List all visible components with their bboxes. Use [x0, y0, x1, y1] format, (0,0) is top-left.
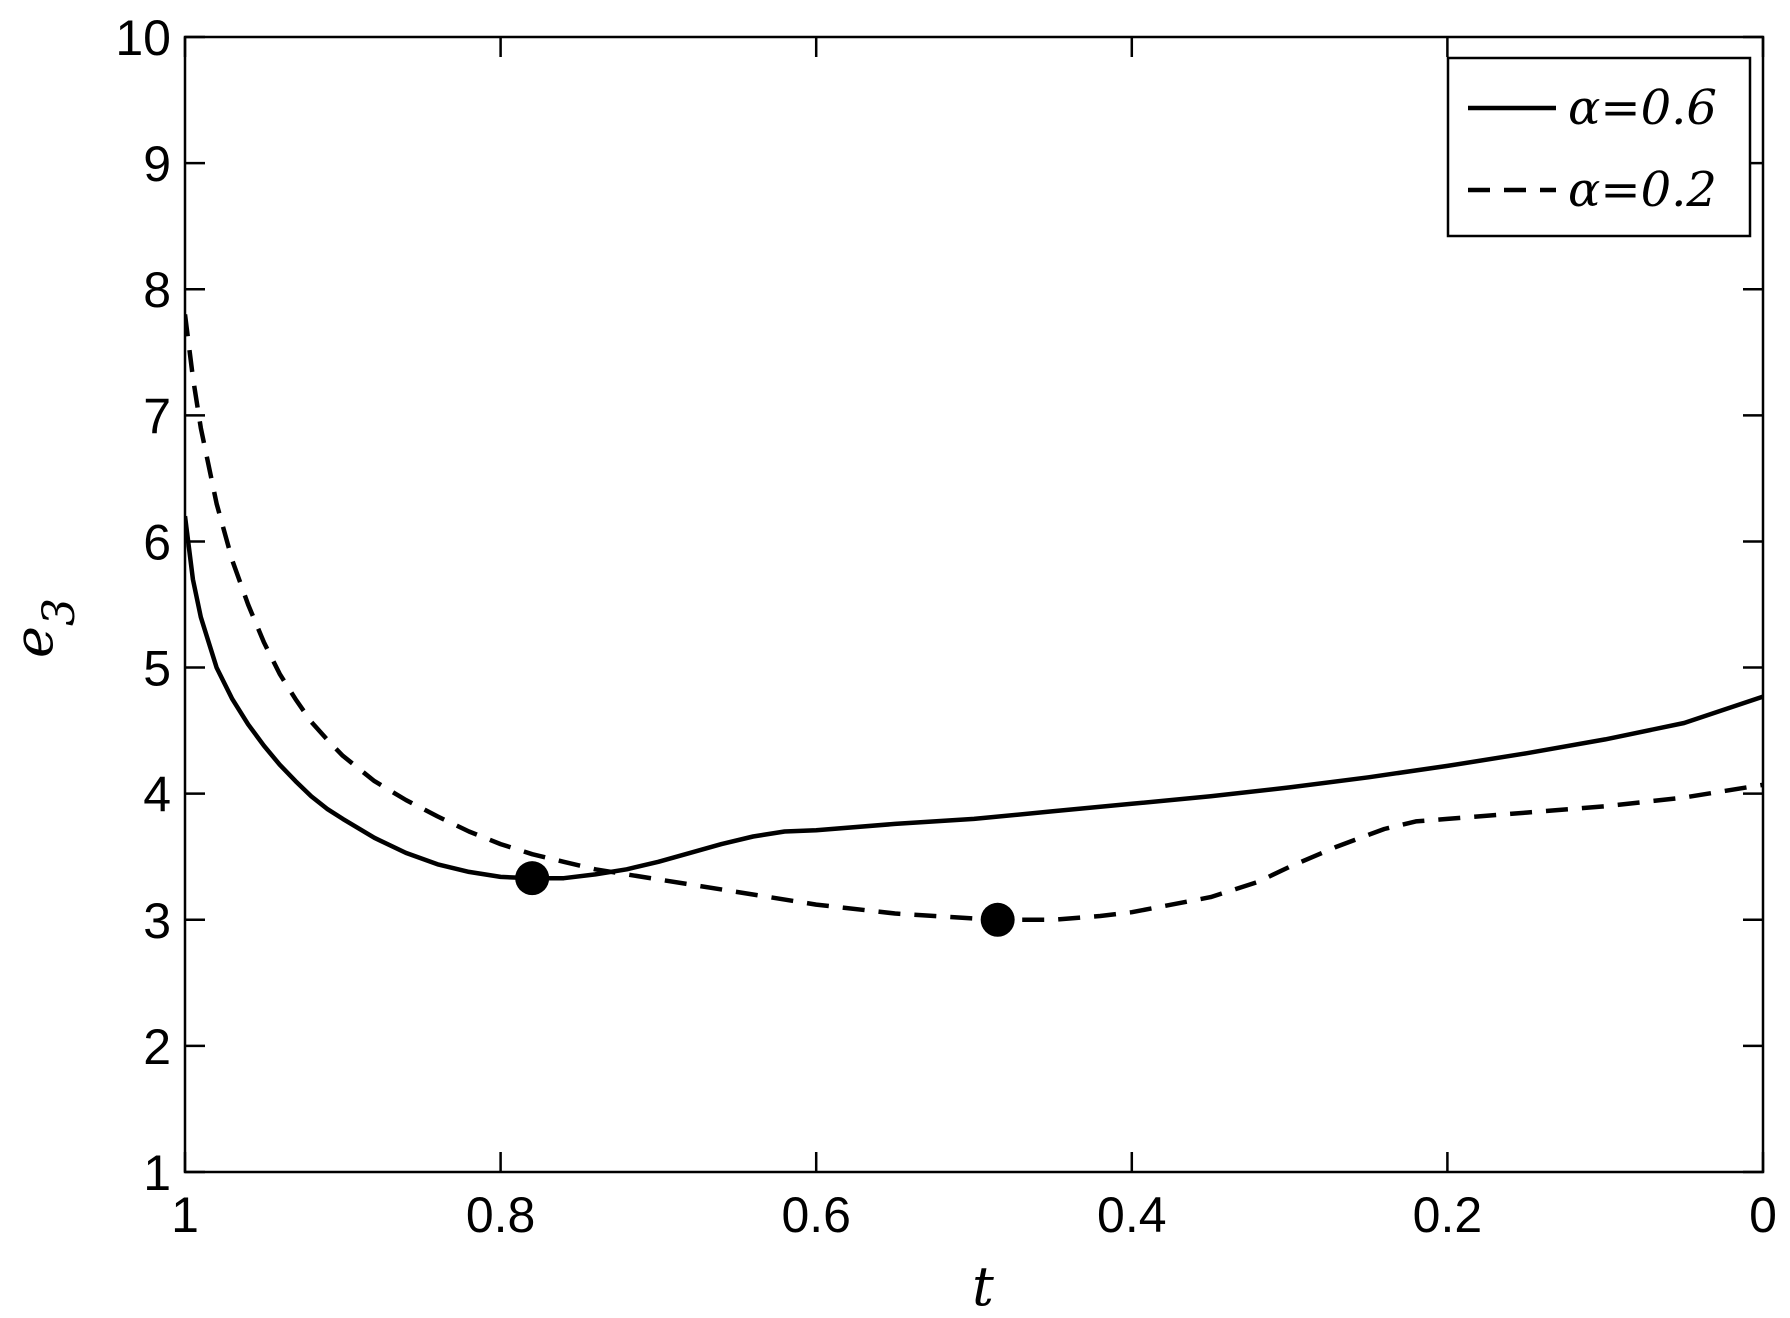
series-line-2: [185, 314, 1763, 923]
x-tick-label: 0.6: [781, 1187, 851, 1243]
axes-frame: [183, 35, 1765, 1174]
y-axis-label: e3: [2, 598, 85, 658]
y-axis-label-subscript: 3: [34, 598, 85, 626]
x-tick-label: 0.2: [1413, 1187, 1483, 1243]
y-tick-label: 3: [143, 893, 171, 949]
x-tick-label: 0.8: [466, 1187, 536, 1243]
plot-area: [185, 314, 1763, 937]
y-tick-label: 6: [143, 514, 171, 570]
y-tick-label: 1: [143, 1145, 171, 1201]
y-tick-label: 8: [143, 262, 171, 318]
y-tick-label: 4: [143, 767, 171, 823]
y-tick-label: 2: [143, 1019, 171, 1075]
legend: α=0.6 α=0.2: [1446, 56, 1752, 238]
minimum-marker-1: [515, 861, 550, 896]
legend-label-2: α=0.2: [1568, 162, 1717, 218]
y-tick-label: 7: [143, 388, 171, 444]
x-tick-label: 1: [171, 1187, 199, 1243]
legend-label-1: α=0.6: [1568, 80, 1717, 136]
x-tick-label: 0: [1749, 1187, 1777, 1243]
legend-box: [1446, 56, 1752, 238]
minimum-marker-2: [980, 902, 1015, 937]
x-axis-label: t: [972, 1255, 994, 1318]
x-tick-label: 0.4: [1097, 1187, 1167, 1243]
svg-text:e3: e3: [2, 598, 85, 658]
axes: 1 0.8 0.6 0.4 0.2 0 1 2 3 4 5 6 7 8 9 10: [115, 10, 1777, 1243]
y-axis-label-main: e: [2, 626, 65, 658]
y-tick-label: 9: [143, 136, 171, 192]
series-line-1: [185, 515, 1763, 881]
y-tick-label: 5: [143, 641, 171, 697]
y-tick-label: 10: [115, 10, 171, 66]
